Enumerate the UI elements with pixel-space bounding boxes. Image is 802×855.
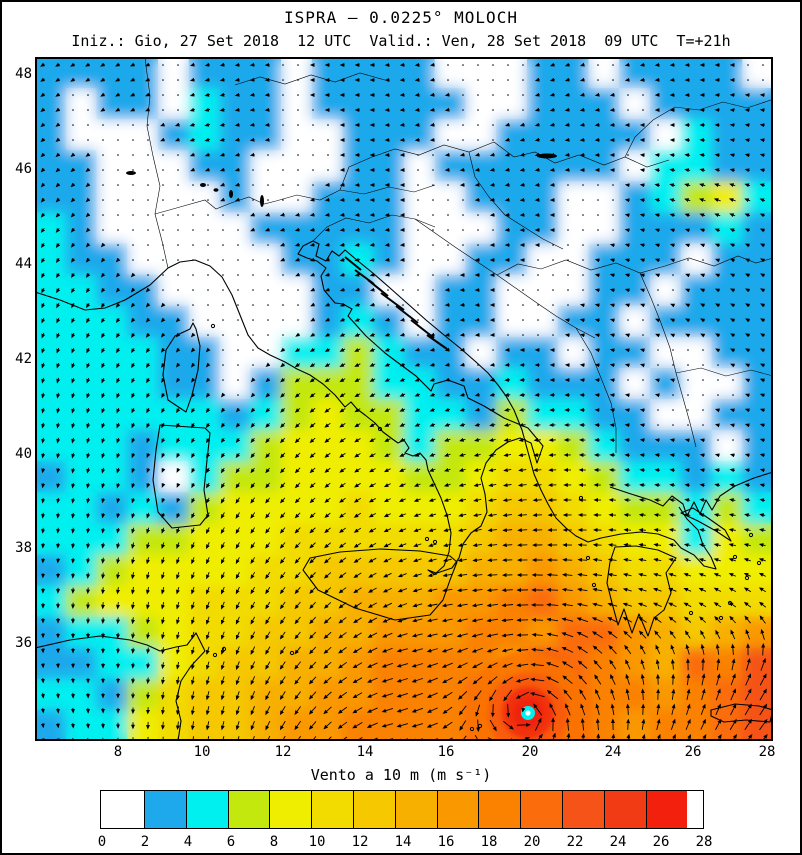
colorbar-tick-2: 2 xyxy=(140,834,150,850)
map-canvas xyxy=(34,56,774,775)
colorbar-cell-12 xyxy=(603,791,646,828)
lon-label-20: 20 xyxy=(521,744,539,760)
figure-subtitle: Iniz.: Gio, 27 Set 2018 12 UTC Valid.: V… xyxy=(71,32,731,50)
colorbar-cell-9 xyxy=(478,791,521,828)
colorbar-tick-16: 16 xyxy=(437,834,455,850)
lat-label-42: 42 xyxy=(15,351,32,367)
colorbar-tick-28: 28 xyxy=(695,834,713,850)
colorbar-tick-12: 12 xyxy=(351,834,369,850)
heatmap-smooth xyxy=(35,57,774,742)
colorbar-cell-13 xyxy=(645,791,688,828)
lon-label-28: 28 xyxy=(758,744,776,760)
colorbar-cell-1 xyxy=(144,791,186,828)
lat-label-48: 48 xyxy=(15,66,32,82)
country-borders xyxy=(144,56,774,453)
lat-label-36: 36 xyxy=(15,635,32,651)
colorbar-tick-14: 14 xyxy=(394,834,412,850)
lon-label-24: 24 xyxy=(604,744,622,760)
colorbar-cell-8 xyxy=(436,791,479,828)
lon-label-10: 10 xyxy=(193,744,211,760)
lon-label-14: 14 xyxy=(356,744,374,760)
colorbar-tick-22: 22 xyxy=(566,834,584,850)
colorbar-tick-10: 10 xyxy=(308,834,326,850)
figure-title: ISPRA — 0.0225° MOLOCH xyxy=(284,8,518,27)
lon-label-26: 26 xyxy=(684,744,702,760)
colorbar-cell-11 xyxy=(561,791,604,828)
colorbar-tick-26: 26 xyxy=(652,834,670,850)
lon-label-16: 16 xyxy=(437,744,455,760)
colorbar-cell-7 xyxy=(394,791,437,828)
map-frame xyxy=(35,57,773,741)
colorbar-cell-6 xyxy=(352,791,395,828)
lat-label-44: 44 xyxy=(15,256,32,272)
colorbar-tick-8: 8 xyxy=(269,834,279,850)
colorbar-tick-4: 4 xyxy=(183,834,193,850)
colorbar-tick-0: 0 xyxy=(97,834,107,850)
wind-field-svg xyxy=(34,56,774,775)
colorbar-cell-10 xyxy=(520,791,562,828)
lon-label-8: 8 xyxy=(113,744,123,760)
colorbar-cell-2 xyxy=(185,791,228,828)
colorbar-cell-5 xyxy=(311,791,353,828)
lat-label-38: 38 xyxy=(15,540,32,556)
colorbar-tick-6: 6 xyxy=(226,834,236,850)
wind-arrows xyxy=(40,62,768,747)
lat-label-40: 40 xyxy=(15,446,32,462)
colorbar-tick-18: 18 xyxy=(480,834,498,850)
colorbar-tick-24: 24 xyxy=(609,834,627,850)
colorbar xyxy=(100,790,704,829)
colorbar-cell-3 xyxy=(227,791,270,828)
colorbar-title: Vento a 10 m (m s⁻¹) xyxy=(310,766,492,784)
colorbar-cell-4 xyxy=(269,791,312,828)
colorbar-tick-20: 20 xyxy=(523,834,541,850)
colorbar-cell-0 xyxy=(101,791,144,828)
lon-label-12: 12 xyxy=(274,744,292,760)
lat-label-46: 46 xyxy=(15,161,32,177)
